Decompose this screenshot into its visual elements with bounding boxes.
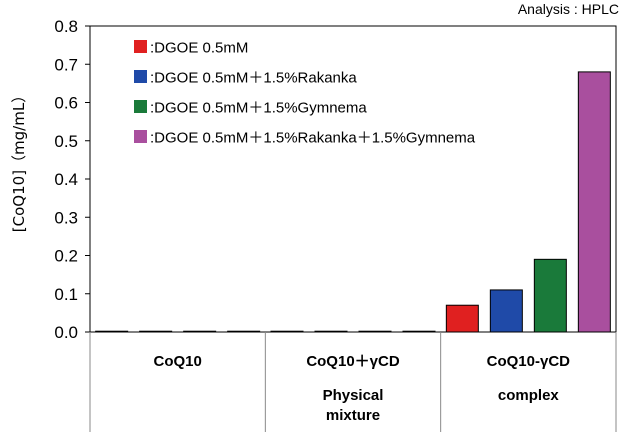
bar [227,330,261,333]
bar [183,330,217,333]
x-tick-label: CoQ10＋γCD [306,353,400,370]
x-tick-label: CoQ10 [153,353,201,370]
legend: :DGOE 0.5mM :DGOE 0.5mM＋1.5%Rakanka :DGOE … [134,40,476,147]
bar [314,330,348,333]
y-tick-label: 0.2 [54,247,78,266]
analysis-note: Analysis : HPLC [518,1,619,17]
plot-area [89,25,617,333]
bar [577,71,611,333]
x-tick-label: Physical [323,387,384,404]
x-tick-label: CoQ10-γCD [487,353,571,370]
x-tick-label: mixture [326,407,380,424]
y-tick-label: 0.8 [54,17,78,36]
bar [533,258,567,333]
legend-swatch [134,70,147,83]
bar [358,330,392,333]
bar [270,330,304,333]
y-axis-label: [CoQ10]（mg/mL） [10,88,28,232]
y-tick-label: 0.3 [54,208,78,227]
y-tick-label: 0.6 [54,94,78,113]
legend-label: :DGOE 0.5mM＋1.5%Rakanka＋1.5%Gymnema [150,130,476,147]
bar [402,330,436,333]
x-groups: CoQ10 CoQ10＋γCD Physical mixture CoQ10-γCD co… [89,332,617,432]
y-tick-label: 0.7 [54,55,78,74]
legend-label: :DGOE 0.5mM＋1.5%Rakanka [150,70,357,87]
legend-swatch [134,40,147,53]
y-tick-label: 0.5 [54,132,78,151]
y-tick-label: 0.1 [54,285,78,304]
y-tick-label: 0.0 [54,323,78,342]
bar [489,289,523,333]
legend-label: :DGOE 0.5mM＋1.5%Gymnema [150,100,367,117]
y-ticks: 0.0 0.1 0.2 0.3 0.4 0.5 0.6 0.7 0.8 [54,17,90,342]
bar [95,330,129,333]
legend-swatch [134,130,147,143]
legend-swatch [134,100,147,113]
bar [445,304,479,333]
legend-label: :DGOE 0.5mM [150,40,248,57]
x-tick-label: complex [498,387,560,404]
bar [139,330,173,333]
plot-frame [89,25,617,333]
y-tick-label: 0.4 [54,170,78,189]
